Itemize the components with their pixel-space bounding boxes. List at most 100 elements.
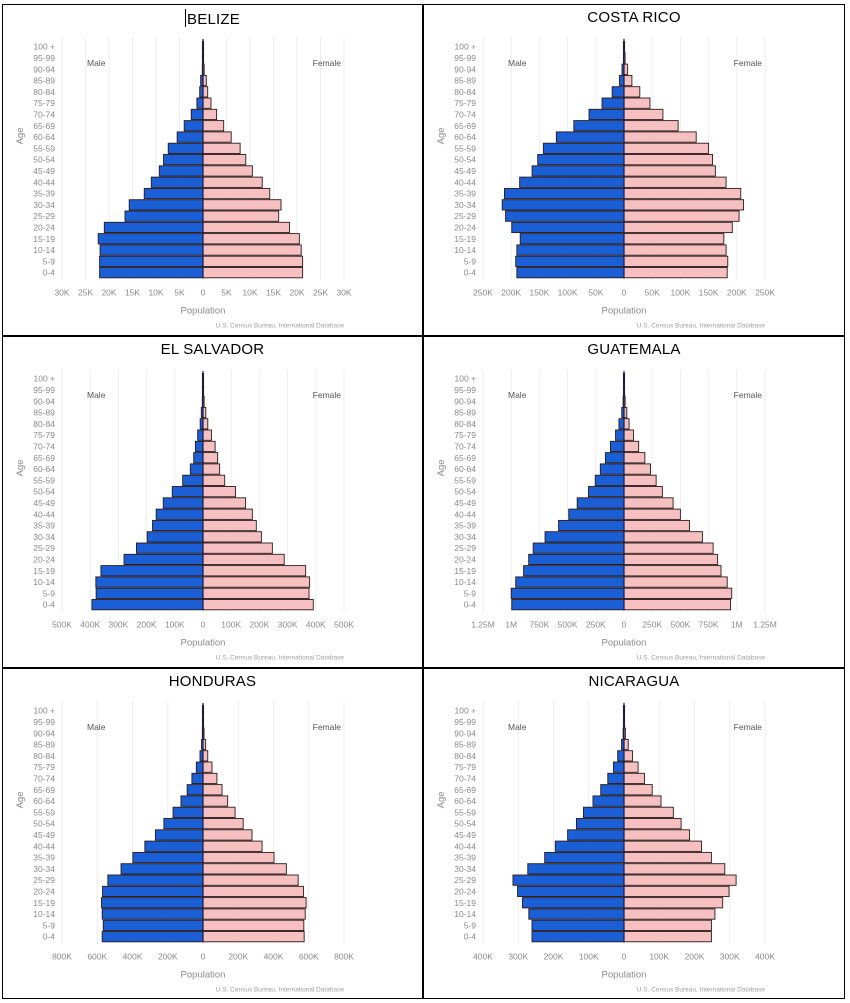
x-tick-label: 400K	[473, 951, 493, 961]
age-label: 45-49	[33, 830, 55, 840]
female-bar	[202, 897, 307, 909]
age-label: 90-94	[33, 728, 55, 738]
chart-cell-nicaragua: NICARAGUA 100 +95-99 90-94 85-89 80-84 75-79 7…	[423, 668, 845, 999]
female-bar	[623, 97, 651, 109]
x-tick-label: 100K	[579, 951, 599, 961]
male-bar	[528, 553, 625, 566]
x-tick-label: 200K	[727, 287, 747, 297]
chart-cell-guatemala: GUATEMALA 100 +95-99 90-94 85-89 80-84 75-79 7…	[423, 336, 845, 668]
female-bar	[623, 885, 730, 898]
age-label: 60-64	[454, 796, 476, 806]
female-bar	[202, 874, 299, 886]
age-label: 95-99	[454, 385, 476, 395]
age-label: 70-74	[33, 109, 55, 119]
female-bar	[202, 795, 229, 807]
age-label: 20-24	[454, 554, 476, 564]
age-label: 5-9	[43, 588, 56, 598]
male-bar	[619, 74, 625, 87]
x-axis-title: Population	[602, 637, 647, 648]
female-bar	[623, 565, 722, 577]
female-bar	[202, 908, 306, 920]
female-bar	[623, 750, 633, 762]
female-bar	[623, 486, 663, 498]
source-credit: U.S. Census Bureau, International Databa…	[216, 654, 345, 661]
age-label: 65-69	[454, 785, 476, 795]
chart-cell-costa-rico: COSTA RICO 100 +95-99 90-94 85-89 80-84 75-79…	[423, 4, 845, 336]
chart-title: EL SALVADOR	[3, 341, 422, 358]
chart-cell-honduras: HONDURAS 100 +95-99 90-94 85-89 80-84 75-79 70…	[2, 668, 423, 999]
female-bar	[623, 761, 639, 773]
age-label: 95-99	[33, 53, 55, 63]
male-bar	[155, 508, 204, 520]
male-bar	[101, 897, 204, 909]
age-label: 35-39	[454, 189, 476, 199]
x-tick-label: 150K	[699, 287, 719, 297]
male-bar	[568, 508, 625, 520]
age-label: 100 +	[33, 42, 55, 52]
male-bar	[99, 255, 204, 267]
age-label: 60-64	[454, 132, 476, 142]
age-label: 0-4	[43, 932, 56, 942]
male-bar	[515, 255, 625, 267]
male-bar	[95, 587, 204, 599]
female-bar	[623, 452, 646, 464]
x-tick-label: 0	[622, 951, 627, 961]
male-bar	[176, 131, 204, 143]
age-label: 10-14	[454, 245, 476, 255]
male-bar	[612, 761, 625, 773]
x-tick-label: 200K	[544, 951, 564, 961]
female-bar	[202, 772, 218, 785]
female-bar	[623, 221, 733, 234]
female-bar	[623, 131, 697, 143]
age-label: 35-39	[33, 521, 55, 531]
x-tick-label: 200K	[249, 619, 269, 629]
male-bar	[522, 897, 625, 909]
chart-title-text: COSTA RICO	[587, 9, 681, 26]
male-bar	[123, 553, 204, 566]
female-bar	[202, 440, 216, 453]
x-tick-label: 400K	[264, 951, 284, 961]
male-bar	[515, 576, 625, 588]
female-bar	[623, 863, 726, 875]
x-tick-label: 100K	[165, 619, 185, 629]
chart-cell-belize: BELIZE 100 +95-99 90-94 85-89 80-84 75-79 70-7…	[2, 4, 423, 336]
x-tick-label: 30K	[54, 287, 69, 297]
female-bar	[623, 851, 712, 864]
x-tick-label: 50K	[588, 287, 603, 297]
male-bar	[558, 519, 625, 532]
male-bar	[172, 806, 204, 818]
male-bar	[531, 919, 625, 931]
age-label: 35-39	[454, 853, 476, 863]
female-bar	[202, 840, 263, 852]
age-label: 25-29	[33, 875, 55, 885]
male-bar	[537, 154, 625, 166]
female-bar	[623, 474, 657, 486]
x-tick-label: 200K	[501, 287, 521, 297]
x-tick-label: 0	[622, 287, 627, 297]
age-label: 30-34	[454, 864, 476, 874]
age-label: 25-29	[454, 875, 476, 885]
chart-title: HONDURAS	[3, 673, 422, 690]
male-legend-label: Male	[87, 58, 106, 68]
female-bar	[202, 233, 300, 245]
female-bar	[623, 429, 635, 441]
female-bar	[623, 244, 727, 256]
male-bar	[196, 97, 204, 109]
age-label: 45-49	[454, 830, 476, 840]
female-bar	[623, 542, 714, 554]
source-credit: U.S. Census Bureau, International Databa…	[637, 322, 766, 329]
x-tick-label: 50K	[645, 287, 660, 297]
male-bar	[527, 863, 625, 875]
age-label: 20-24	[33, 886, 55, 896]
male-bar	[531, 165, 625, 177]
age-label: 100 +	[454, 706, 476, 716]
male-bar	[162, 497, 204, 509]
x-axis-title: Population	[602, 305, 647, 316]
x-tick-label: 300K	[508, 951, 528, 961]
male-bar	[554, 840, 625, 852]
y-axis-title: Age	[15, 791, 26, 808]
female-bar	[623, 165, 716, 177]
female-bar	[202, 599, 314, 611]
age-label: 55-59	[33, 807, 55, 817]
